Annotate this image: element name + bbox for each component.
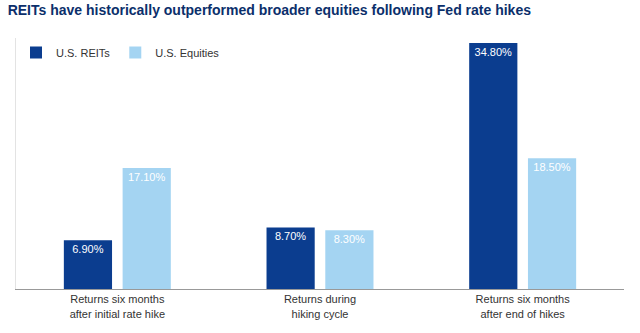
svg-text:Returns duringhiking cycle: Returns duringhiking cycle bbox=[284, 293, 356, 319]
svg-text:6.90%: 6.90% bbox=[72, 243, 103, 255]
svg-text:U.S. Equities: U.S. Equities bbox=[155, 47, 219, 59]
svg-text:U.S. REITs: U.S. REITs bbox=[56, 47, 110, 59]
svg-text:REITs have historically outper: REITs have historically outperformed bro… bbox=[8, 2, 532, 18]
svg-text:8.30%: 8.30% bbox=[334, 233, 365, 245]
svg-text:18.50%: 18.50% bbox=[533, 161, 571, 173]
svg-text:34.80%: 34.80% bbox=[475, 46, 513, 58]
svg-text:Returns six monthsafter end of: Returns six monthsafter end of hikes bbox=[476, 293, 571, 319]
svg-text:8.70%: 8.70% bbox=[275, 230, 306, 242]
svg-text:17.10%: 17.10% bbox=[128, 171, 166, 183]
svg-text:Returns six monthsafter initia: Returns six monthsafter initial rate hik… bbox=[70, 293, 165, 319]
